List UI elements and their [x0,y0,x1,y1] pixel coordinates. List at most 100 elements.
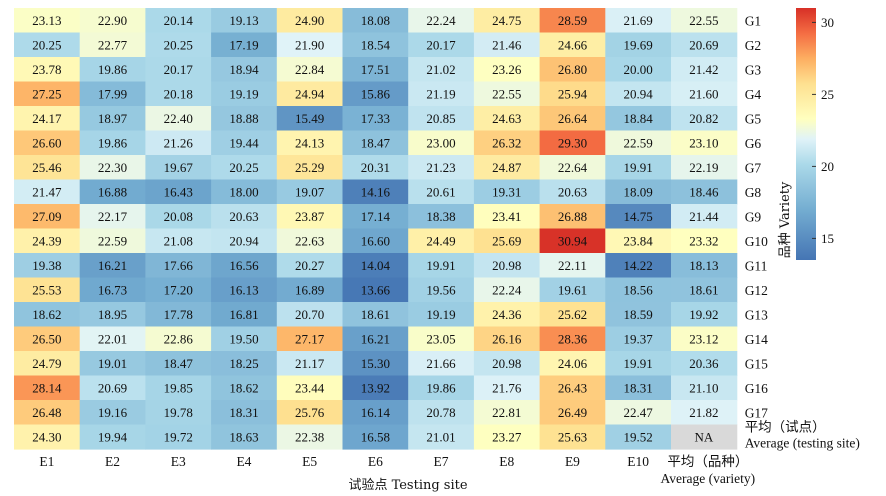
heatmap-cell: 26.88 [539,204,606,230]
heatmap-cell-rect [408,130,475,156]
heatmap-cell: 25.69 [473,228,541,254]
heatmap-cell-value: 14.75 [624,209,653,224]
heatmap-cell-rect [473,400,541,426]
heatmap-cell-value: 22.38 [295,429,324,444]
heatmap-cell-value: 15.30 [361,356,390,371]
heatmap-cell-value: 19.38 [32,258,61,273]
heatmap-cell: 27.25 [14,81,81,107]
heatmap-cell-value: 26.88 [558,209,587,224]
heatmap-cell-rect [145,351,212,377]
heatmap-cell-value: 21.10 [689,380,718,395]
heatmap-cell-value: 18.61 [361,307,390,322]
heatmap-cell: 16.56 [211,253,278,279]
heatmap-cell-rect [276,57,344,83]
heatmap-cell-rect [342,57,409,83]
heatmap-cell-value: 18.84 [624,111,654,126]
heatmap-cell: 26.16 [473,326,541,352]
heatmap-cell: 22.63 [276,228,344,254]
heatmap-cell: 22.55 [473,81,541,107]
heatmap-cell-rect [539,424,606,450]
heatmap-cell: 20.25 [211,155,278,181]
heatmap-cell-value: 18.62 [229,380,258,395]
heatmap-cell-rect [145,400,212,426]
heatmap-cell-rect [276,375,344,401]
heatmap-cell: 26.49 [539,400,606,426]
heatmap-cell: 23.13 [14,8,81,34]
heatmap-cell: 21.01 [408,424,475,450]
heatmap-cell-value: 20.98 [492,258,521,273]
heatmap-cell: 16.21 [342,326,409,352]
heatmap-cell-rect [342,326,409,352]
heatmap-cell-value: 23.78 [32,62,61,77]
heatmap-cell-value: 24.75 [492,13,521,28]
heatmap-cell-rect [605,130,672,156]
heatmap-cell-value: 16.21 [98,258,127,273]
heatmap-cell-value: 16.58 [361,429,390,444]
heatmap-cell: 28.36 [539,326,606,352]
heatmap-cell: 22.86 [145,326,212,352]
heatmap-cell-rect [211,351,278,377]
heatmap-cell: 21.66 [408,351,475,377]
heatmap-cell-rect [671,204,738,230]
heatmap-cell-rect [605,326,672,352]
heatmap-cell-rect [539,32,606,58]
heatmap-cell-value: 26.32 [492,135,521,150]
heatmap-cell-rect [539,130,606,156]
heatmap-cell-rect [671,424,738,450]
heatmap-cell-value: 21.17 [295,356,325,371]
heatmap-cell-value: 28.59 [558,13,587,28]
heatmap-cell: 20.36 [671,351,738,377]
heatmap-cell-rect [342,81,409,107]
row-label: G6 [745,136,762,151]
heatmap-cell: 22.55 [671,8,738,34]
heatmap-cell-rect [79,155,146,181]
heatmap-cell-value: 19.67 [164,160,194,175]
heatmap-cell-rect [14,375,81,401]
heatmap-cell: 20.00 [605,57,672,83]
heatmap-cell-value: 22.19 [689,160,718,175]
heatmap-cell-rect [79,106,146,132]
heatmap-cell-value: 19.50 [229,331,258,346]
heatmap-cell-value: 18.08 [361,13,390,28]
heatmap-cell: 22.01 [79,326,146,352]
heatmap-cell: 19.85 [145,375,212,401]
heatmap-cell-value: 16.14 [361,405,391,420]
heatmap-cell-value: 21.90 [295,37,324,52]
heatmap-cell-rect [408,375,475,401]
heatmap-cell: 28.14 [14,375,81,401]
heatmap-cell-rect [539,228,606,254]
heatmap-cell-rect [211,326,278,352]
heatmap-cell: 30.94 [539,228,606,254]
colorbar-title: 品种 Variety [778,181,793,258]
heatmap-cell: 15.30 [342,351,409,377]
heatmap-cell-rect [473,57,541,83]
heatmap-cell-rect [605,57,672,83]
heatmap-cell-value: 22.47 [624,405,654,420]
heatmap-cell-value: 14.16 [361,184,391,199]
heatmap-cell: 17.14 [342,204,409,230]
heatmap-cell-rect [473,326,541,352]
heatmap-cell-rect [79,277,146,303]
heatmap-cell: 22.24 [473,277,541,303]
heatmap-cell-rect [145,8,212,34]
heatmap-cell-value: 19.78 [164,405,193,420]
heatmap-cell-value: 22.55 [689,13,718,28]
heatmap-cell-rect [605,400,672,426]
heatmap-cell: 20.94 [605,81,672,107]
heatmap-cell-rect [473,351,541,377]
average-row-label-cn: 平均（试点） [745,420,826,435]
row-label: G9 [745,209,762,224]
heatmap-cell: 21.46 [473,32,541,58]
x-axis-title: 试验点 Testing site [348,477,467,493]
heatmap-cell: 20.17 [408,32,475,58]
heatmap-cell: 18.31 [605,375,672,401]
heatmap-cell: 16.81 [211,302,278,328]
heatmap-cell-value: 20.36 [689,356,719,371]
heatmap-cell-value: 25.69 [492,233,521,248]
heatmap-cell-value: 28.14 [32,380,62,395]
heatmap-cell-value: 18.62 [32,307,61,322]
heatmap-cell-value: 17.19 [229,37,258,52]
heatmap-cell: 23.32 [671,228,738,254]
heatmap-cell-value: 20.31 [361,160,390,175]
heatmap-cell-rect [14,424,81,450]
